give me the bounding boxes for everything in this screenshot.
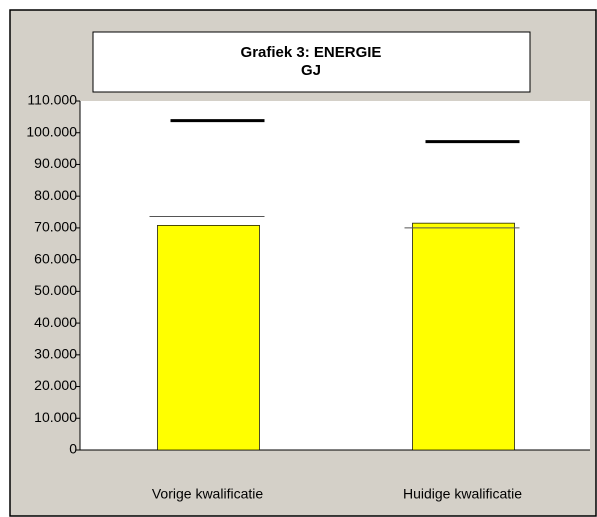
x-tick-label: Vorige kwalificatie [152,486,263,502]
y-tick-label: 80.000 [34,187,77,203]
y-tick-label: 20.000 [34,377,77,393]
title-box [92,31,531,93]
x-tick-label: Huidige kwalificatie [403,486,522,502]
y-tick-label: 110.000 [27,92,77,108]
bar [412,222,515,451]
y-tick-label: 100.000 [26,123,77,139]
y-tick-label: 70.000 [34,219,77,235]
y-tick-label: 0 [69,441,77,457]
chart-title: Grafiek 3: ENERGIE [241,44,382,61]
y-tick-label: 90.000 [34,155,77,171]
y-tick-label: 60.000 [34,250,77,266]
y-tick-label: 10.000 [34,409,77,425]
y-tick-label: 30.000 [34,346,77,362]
y-tick-label: 50.000 [34,282,77,298]
chart-subtitle: GJ [301,62,321,79]
bar [157,225,260,451]
y-tick-label: 40.000 [34,314,77,330]
